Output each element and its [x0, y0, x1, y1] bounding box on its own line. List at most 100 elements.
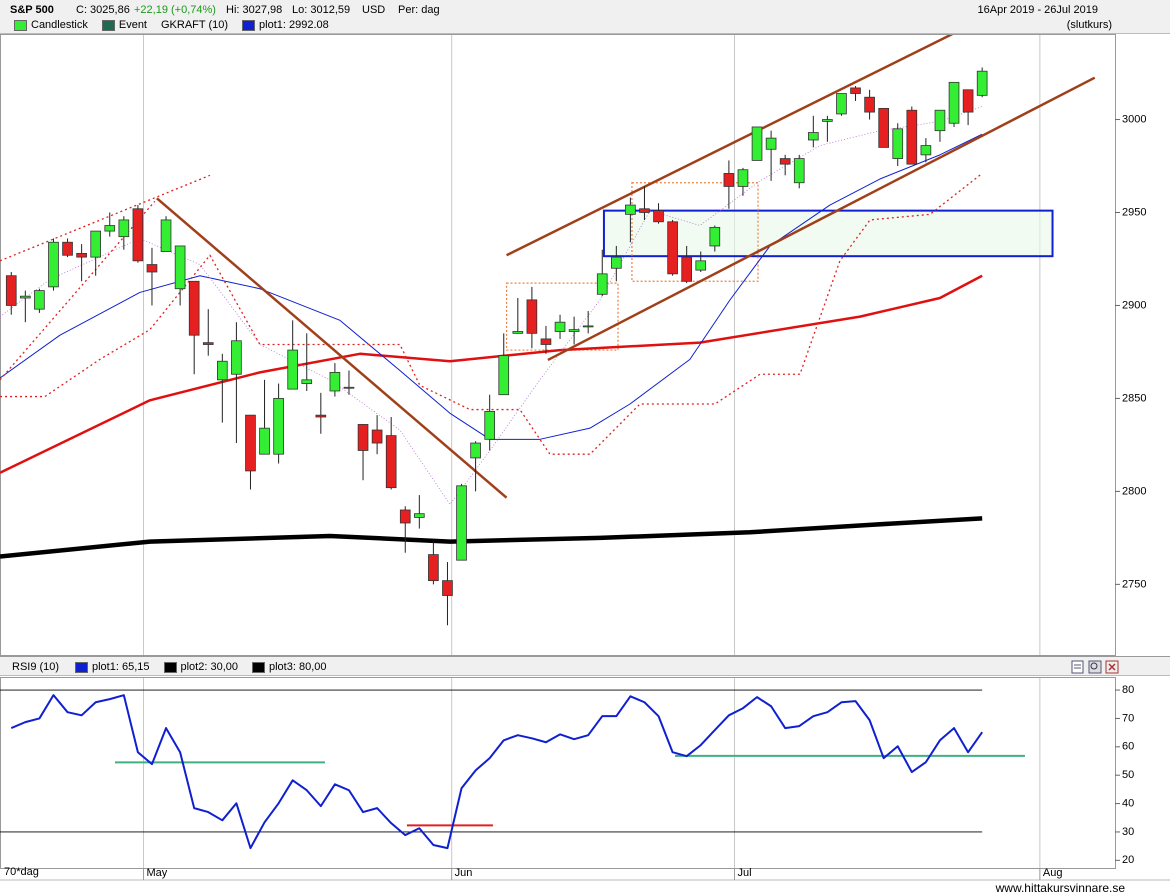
candle-body — [76, 252, 87, 258]
candle-body — [723, 173, 735, 187]
candle-body — [216, 360, 228, 381]
y-tick-label: 40 — [1122, 797, 1134, 809]
candle-body — [667, 221, 678, 275]
trend-line — [506, 35, 954, 257]
candle-body — [864, 96, 875, 113]
indicator-line — [0, 106, 983, 505]
legend-label: Event — [118, 19, 147, 31]
date-range: 16Apr 2019 - 26Jul 2019 — [977, 4, 1098, 16]
y-tick-label: 30 — [1122, 826, 1134, 838]
candle-body — [779, 158, 791, 165]
candle-body — [793, 158, 805, 184]
y-tick-label: 2800 — [1122, 485, 1146, 497]
candle-body — [259, 427, 270, 455]
rsi-line — [10, 694, 983, 850]
icon-glass — [1090, 662, 1098, 670]
candle-body — [357, 424, 369, 451]
icon-properties[interactable] — [1071, 660, 1084, 674]
candle-body — [371, 429, 383, 444]
legend-swatch — [163, 661, 177, 673]
candle-body — [948, 81, 960, 124]
candle-body — [920, 145, 932, 156]
candle-body — [639, 208, 650, 213]
candle-body — [850, 87, 861, 94]
icon-x — [1108, 663, 1116, 671]
info-low: Lo: 3012,59 — [292, 4, 351, 16]
candle-body — [301, 379, 313, 384]
candle-body — [625, 204, 636, 215]
candle-body — [273, 398, 284, 455]
legend-item: plot3: 80,00 — [252, 661, 327, 673]
candle-body — [20, 295, 31, 299]
trend-line — [0, 200, 156, 381]
x-tick-label: Jul — [738, 867, 752, 879]
legend-label: plot3: 80,00 — [269, 661, 327, 673]
candle-body — [174, 245, 186, 290]
candle-body — [132, 208, 144, 262]
info-period: Per: dag — [398, 4, 440, 16]
legend-label: plot1: 65,15 — [92, 661, 150, 673]
candle-body — [90, 230, 102, 258]
candle-body — [245, 414, 256, 472]
candle-body — [610, 256, 622, 269]
candle-body — [540, 338, 552, 345]
y-tick-label: 3000 — [1122, 113, 1146, 125]
legend-label: GKRAFT (10) — [161, 19, 229, 31]
candle-body — [906, 109, 918, 165]
candle-body — [822, 119, 833, 122]
rsi-plot-frame — [0, 677, 1116, 869]
info-change: +22,19 (+0,74%) — [134, 4, 216, 16]
candle-body — [399, 509, 411, 524]
candle-body — [202, 342, 214, 345]
candle-body — [737, 169, 749, 187]
y-tick-label: 20 — [1122, 854, 1134, 866]
legend-swatch — [14, 19, 27, 31]
legend-label: Candlestick — [31, 19, 88, 31]
candle-body — [653, 210, 664, 223]
y-tick-label: 50 — [1122, 769, 1134, 781]
zone-rectangle — [505, 282, 619, 351]
x-axis-label: 70*dag — [4, 866, 39, 878]
legend: Candlestick Event GKRAFT (10) plot1: 2992.0… — [14, 19, 329, 31]
info-close: C: 3025,86 — [76, 4, 130, 16]
legend-item: plot1: 65,15 — [75, 661, 150, 673]
candle-body — [962, 89, 974, 113]
candle-body — [512, 331, 524, 334]
plot-area — [0, 689, 1025, 850]
legend-label: plot1: 2992.08 — [259, 19, 329, 31]
candle-body — [498, 355, 510, 396]
candle-body — [413, 513, 425, 518]
trend-line — [547, 76, 1096, 362]
candle-body — [568, 329, 580, 332]
indicator-line — [0, 172, 983, 455]
zone-rectangle — [602, 209, 1054, 258]
trend-line — [156, 197, 508, 499]
y-tick-label: 2950 — [1122, 206, 1146, 218]
plot-frame — [0, 34, 1116, 656]
rsi-title: RSI9 (10) — [12, 661, 60, 673]
trend-line — [0, 174, 211, 262]
candle-body — [343, 386, 355, 389]
x-tick-label: Aug — [1043, 867, 1063, 879]
indicator-line — [0, 516, 983, 559]
indicator-line — [0, 274, 983, 474]
legend-item: plot1: 2992.08 — [242, 19, 329, 31]
candle-body — [48, 241, 59, 288]
candle-body — [836, 93, 847, 115]
plot-area — [0, 35, 1096, 626]
y-tick-label: 2900 — [1122, 299, 1146, 311]
info-currency: USD — [362, 4, 386, 16]
candle-body — [287, 349, 299, 390]
candle-body — [681, 256, 692, 282]
candle-body — [315, 414, 327, 418]
candle-body — [329, 371, 341, 392]
candle-body — [188, 280, 200, 336]
candle-body — [765, 137, 777, 150]
candle-body — [526, 299, 538, 334]
indicator-line — [0, 133, 983, 440]
header-bar: S&P 500 C: 3025,86 +22,19 (+0,74%) Hi: 3… — [0, 0, 1170, 34]
legend-swatch — [101, 19, 115, 31]
candle-body — [118, 219, 130, 238]
